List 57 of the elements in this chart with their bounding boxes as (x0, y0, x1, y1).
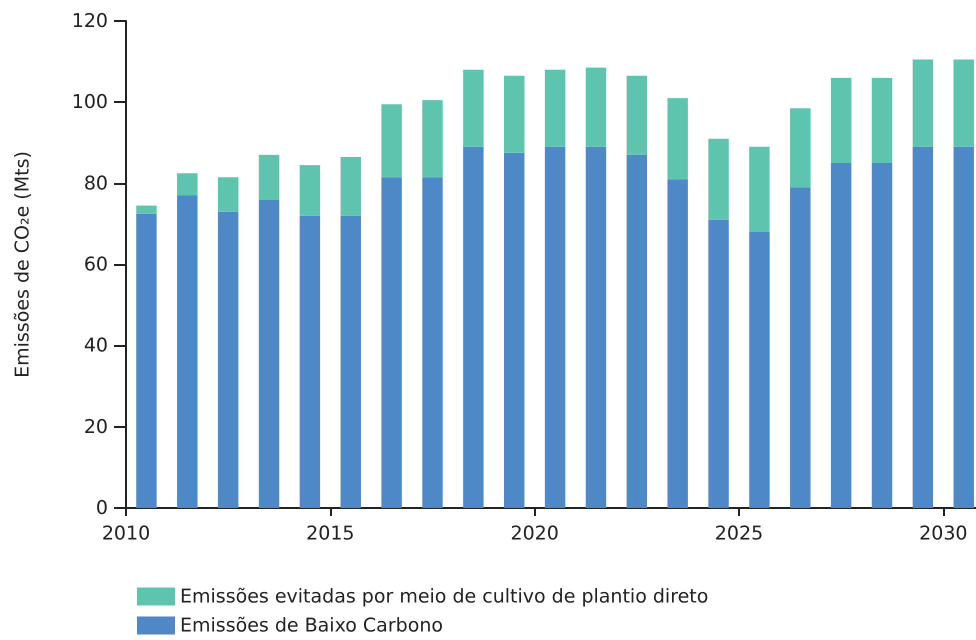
bar (177, 196, 198, 508)
bar (790, 108, 810, 188)
bar (872, 78, 892, 164)
bar (667, 179, 688, 508)
bar (300, 216, 320, 508)
y-tick-label: 40 (84, 334, 108, 357)
bar (300, 165, 320, 216)
legend-label: Emissões evitadas por meio de cultivo de plantio direto (180, 586, 708, 608)
bar (586, 68, 606, 147)
bar (422, 177, 443, 508)
x-tick-label: 2020 (510, 522, 559, 544)
bar (749, 146, 770, 232)
x-tick-label: 2030 (919, 522, 968, 544)
x-tick-label: 2015 (306, 522, 355, 544)
bar (504, 76, 524, 153)
bar (790, 187, 810, 508)
bar (381, 104, 402, 178)
bar (218, 177, 238, 212)
y-tick-label: 80 (84, 172, 108, 194)
bar (954, 146, 974, 508)
bar (422, 100, 443, 178)
y-tick-label: 60 (84, 254, 108, 276)
legend-label: Emissões de Baixo Carbono (180, 614, 443, 636)
bar (708, 220, 729, 508)
bar (504, 152, 524, 508)
bar (177, 173, 198, 196)
y-tick-label: 100 (72, 91, 108, 114)
bar (586, 146, 606, 508)
bar (626, 154, 648, 508)
y-tick-label: 20 (84, 416, 108, 438)
bar (381, 177, 402, 508)
bar (830, 78, 852, 164)
y-tick-label: 0 (96, 497, 108, 519)
bar (136, 206, 157, 214)
bar (708, 138, 729, 220)
y-axis-title: Emissões de CO₂e (Mts) (12, 151, 34, 378)
bar (544, 70, 566, 147)
bar (954, 60, 974, 147)
bar (626, 76, 648, 155)
bar (340, 156, 361, 216)
x-tick-label: 2025 (714, 522, 764, 544)
bar (258, 154, 280, 200)
bar (463, 70, 484, 147)
bar (340, 216, 361, 508)
y-tick-label: 120 (72, 10, 108, 32)
bar (463, 146, 484, 508)
bar (749, 232, 770, 508)
bar (830, 163, 852, 508)
bar (872, 163, 892, 508)
bar (912, 60, 934, 147)
bar (258, 200, 280, 508)
bar (544, 146, 566, 508)
bar (912, 146, 934, 508)
bar (667, 98, 688, 180)
bar (218, 212, 238, 508)
x-tick-label: 2010 (102, 522, 150, 544)
bar (136, 214, 157, 508)
